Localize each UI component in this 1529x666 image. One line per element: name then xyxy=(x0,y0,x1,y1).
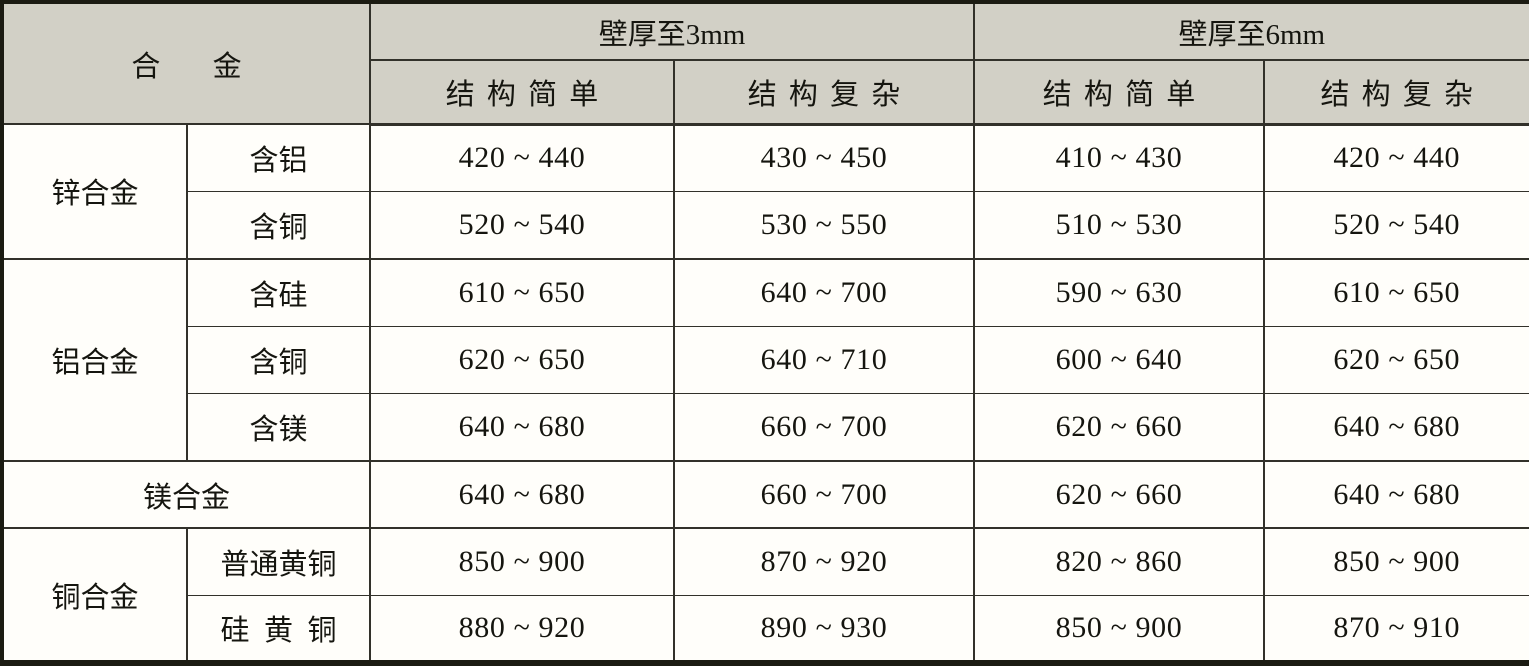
value-cell: 640 ~ 700 xyxy=(673,257,975,327)
value-cell: 620 ~ 660 xyxy=(973,392,1265,462)
row-label-contains-copper: 含铜 xyxy=(186,190,371,260)
value-cell: 610 ~ 650 xyxy=(1263,257,1529,327)
value-cell: 880 ~ 920 xyxy=(369,595,675,664)
value-cell: 620 ~ 650 xyxy=(1263,325,1529,395)
value-cell: 420 ~ 440 xyxy=(369,122,675,192)
value-cell: 870 ~ 910 xyxy=(1263,595,1529,664)
table-row-copper-ordinary-brass: 铜合金 普通黄铜 850 ~ 900 870 ~ 920 820 ~ 860 8… xyxy=(1,527,1529,664)
value-cell: 420 ~ 440 xyxy=(1263,122,1529,192)
value-cell: 850 ~ 900 xyxy=(369,527,675,597)
row-label-contains-magnesium: 含镁 xyxy=(186,392,371,462)
value-cell: 660 ~ 700 xyxy=(673,459,975,529)
value-cell: 530 ~ 550 xyxy=(673,190,975,260)
header-group-row: 合金 壁厚至3mm 壁厚至6mm xyxy=(1,1,1529,125)
group-label-magnesium-alloy: 镁合金 xyxy=(1,459,371,529)
header-alloy: 合金 xyxy=(1,1,371,125)
value-cell: 610 ~ 650 xyxy=(369,257,675,327)
table-row-copper-silicon-brass: 硅黄铜 880 ~ 920 890 ~ 930 850 ~ 900 870 ~ … xyxy=(2,595,1529,664)
value-cell: 410 ~ 430 xyxy=(973,122,1265,192)
value-cell: 850 ~ 900 xyxy=(1263,527,1529,597)
value-cell: 640 ~ 680 xyxy=(369,459,675,529)
value-cell: 640 ~ 680 xyxy=(1263,459,1529,529)
subheader-complex-structure-6mm: 结构复杂 xyxy=(1263,59,1529,126)
row-label-silicon-brass: 硅黄铜 xyxy=(186,595,371,664)
value-cell: 820 ~ 860 xyxy=(973,527,1265,597)
value-cell: 870 ~ 920 xyxy=(673,527,975,597)
group-label-aluminum-alloy: 铝合金 xyxy=(1,257,188,462)
subheader-simple-structure-3mm: 结构简单 xyxy=(369,59,675,126)
value-cell: 850 ~ 900 xyxy=(973,595,1265,664)
group-label-copper-alloy: 铜合金 xyxy=(1,527,188,664)
header-alloy-label: 合金 xyxy=(131,50,294,83)
table-row-magnesium-alloy: 镁合金 640 ~ 680 660 ~ 700 620 ~ 660 640 ~ … xyxy=(1,459,1529,529)
subheader-simple-structure-6mm: 结构简单 xyxy=(973,59,1265,126)
value-cell: 430 ~ 450 xyxy=(673,122,975,192)
value-cell: 890 ~ 930 xyxy=(673,595,975,664)
value-cell: 660 ~ 700 xyxy=(673,392,975,462)
value-cell: 520 ~ 540 xyxy=(1263,190,1529,260)
value-cell: 620 ~ 650 xyxy=(369,325,675,395)
table-row-aluminum-copper: 含铜 620 ~ 650 640 ~ 710 600 ~ 640 620 ~ 6… xyxy=(2,325,1529,395)
group-label-zinc-alloy: 锌合金 xyxy=(1,123,188,260)
value-cell: 600 ~ 640 xyxy=(973,325,1265,395)
value-cell: 640 ~ 680 xyxy=(369,392,675,462)
row-label-ordinary-brass: 普通黄铜 xyxy=(186,527,371,597)
value-cell: 620 ~ 660 xyxy=(973,459,1265,529)
value-cell: 640 ~ 680 xyxy=(1263,392,1529,462)
value-cell: 640 ~ 710 xyxy=(673,325,975,395)
table-row-aluminum-silicon: 铝合金 含硅 610 ~ 650 640 ~ 700 590 ~ 630 610… xyxy=(1,257,1529,462)
table-row-aluminum-magnesium: 含镁 640 ~ 680 660 ~ 700 620 ~ 660 640 ~ 6… xyxy=(2,392,1529,462)
header-sub-row: 结构简单 结构复杂 结构简单 结构复杂 xyxy=(2,59,1529,126)
value-cell: 590 ~ 630 xyxy=(973,257,1265,327)
header-wall-thickness-3mm: 壁厚至3mm xyxy=(369,1,975,61)
value-cell: 510 ~ 530 xyxy=(973,190,1265,260)
row-label-contains-copper: 含铜 xyxy=(186,325,371,395)
row-label-contains-silicon: 含硅 xyxy=(186,257,371,327)
subheader-complex-structure-3mm: 结构复杂 xyxy=(673,59,975,126)
row-label-contains-aluminum: 含铝 xyxy=(186,122,371,192)
value-cell: 520 ~ 540 xyxy=(369,190,675,260)
table-row-zinc-copper: 含铜 520 ~ 540 530 ~ 550 510 ~ 530 520 ~ 5… xyxy=(2,190,1529,260)
header-wall-thickness-6mm: 壁厚至6mm xyxy=(973,1,1529,61)
table-row-zinc-aluminum: 锌合金 含铝 420 ~ 440 430 ~ 450 410 ~ 430 420… xyxy=(1,122,1529,260)
